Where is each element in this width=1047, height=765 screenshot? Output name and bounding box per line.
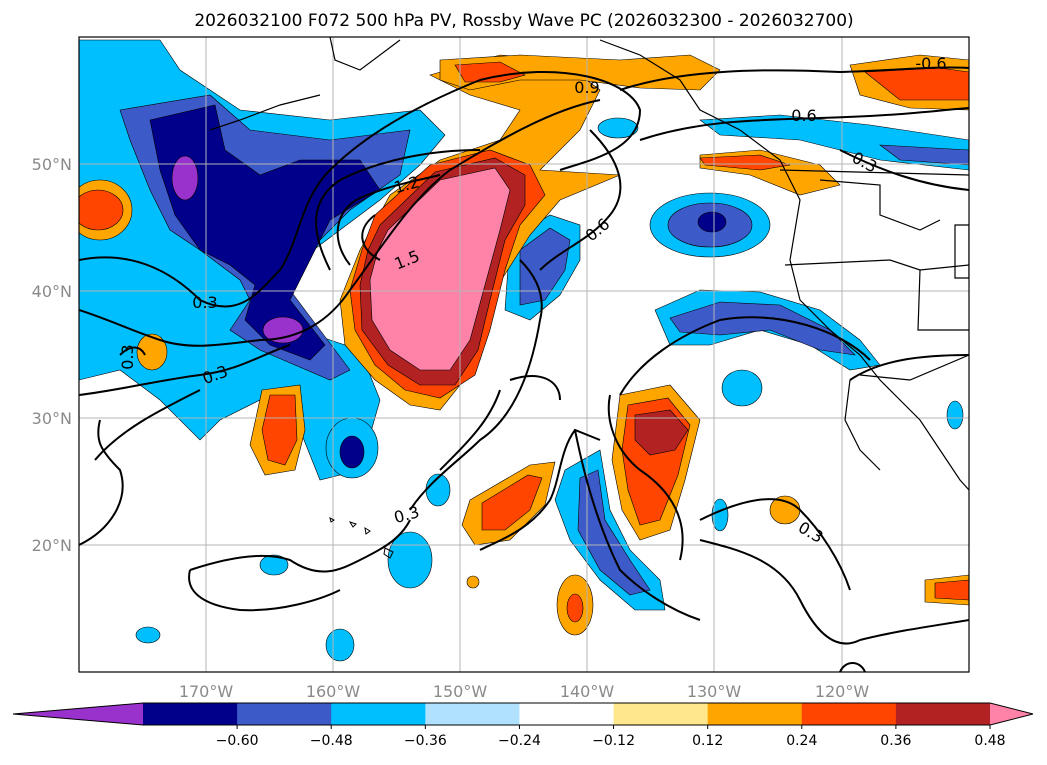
negative-anomaly-small-c bbox=[387, 531, 433, 589]
negative-anomaly-small-a-core bbox=[339, 435, 365, 469]
lon-tick-label: 150°W bbox=[433, 682, 488, 701]
colorbar-segment bbox=[519, 703, 615, 725]
positive-anomaly-east-core bbox=[634, 409, 689, 456]
positive-anomaly-small-a bbox=[136, 333, 168, 371]
negative-anomaly-ne-strong bbox=[697, 211, 727, 233]
colorbar-tick-label: −0.24 bbox=[498, 733, 541, 749]
colorbar-segment bbox=[801, 703, 897, 725]
lon-tick-label: 170°W bbox=[179, 682, 234, 701]
colorbar-extension-min bbox=[13, 703, 143, 725]
map-frame bbox=[78, 36, 970, 673]
colorbar-tick-label: −0.48 bbox=[310, 733, 353, 749]
colorbar: −0.60 −0.48 −0.36 −0.24 −0.12 0.12 0.24 0.36 0.4… bbox=[12, 702, 1034, 749]
positive-anomaly-mid-core bbox=[481, 474, 543, 531]
colorbar-segment bbox=[707, 703, 803, 725]
negative-anomaly-small-b bbox=[721, 369, 763, 407]
lon-tick-label: 160°W bbox=[306, 682, 361, 701]
positive-anomaly-west-core bbox=[79, 189, 124, 231]
chart-title: 2026032100 F072 500 hPa PV, Rossby Wave … bbox=[194, 11, 853, 31]
colorbar-extension-max bbox=[990, 703, 1033, 725]
lat-tick-label: 50°N bbox=[32, 155, 72, 174]
hawaii-islands bbox=[329, 517, 394, 559]
lat-tick-label: 20°N bbox=[32, 536, 72, 555]
map-panel: 0.9 0.6 -0.6 0.3 1.2 1.5 0.6 0.3 0.3 0.3… bbox=[78, 36, 970, 673]
lat-axis-labels: 50°N 40°N 30°N 20°N bbox=[32, 155, 72, 555]
colorbar-tick-label: 0.24 bbox=[786, 733, 817, 749]
contour-label: 0.9 bbox=[574, 78, 599, 97]
negative-anomaly-small-g bbox=[259, 554, 289, 576]
colorbar-tick-label: 0.36 bbox=[880, 733, 911, 749]
negative-anomaly-small-h bbox=[597, 117, 639, 139]
colorbar-tick-label: −0.36 bbox=[404, 733, 447, 749]
colorbar-segment bbox=[613, 703, 709, 725]
negative-anomaly-small-i bbox=[946, 400, 964, 430]
positive-anomaly-north-core bbox=[454, 61, 526, 83]
positive-anomaly-sw-core bbox=[261, 394, 298, 466]
colorbar-segment bbox=[425, 703, 520, 725]
lat-tick-label: 30°N bbox=[32, 409, 72, 428]
contour-label: 0.6 bbox=[791, 106, 816, 125]
lon-tick-label: 140°W bbox=[560, 682, 615, 701]
graticule bbox=[79, 37, 969, 672]
lat-tick-label: 40°N bbox=[32, 282, 72, 301]
colorbar-tick-label: −0.12 bbox=[592, 733, 635, 749]
negative-anomaly-east-band-core bbox=[669, 301, 856, 356]
positive-anomaly-small-d bbox=[466, 575, 480, 589]
contour-label: 0.3 bbox=[118, 344, 137, 369]
colorbar-segment bbox=[143, 703, 238, 725]
lon-tick-label: 120°W bbox=[815, 682, 870, 701]
contour-label: -0.6 bbox=[915, 54, 946, 73]
negative-anomaly-purple-1 bbox=[171, 155, 199, 201]
lon-axis-labels: 170°W 160°W 150°W 140°W 130°W 120°W bbox=[179, 682, 870, 701]
negative-anomaly-nw-strong bbox=[149, 104, 381, 361]
colorbar-tick-label: −0.60 bbox=[216, 733, 259, 749]
coastlines bbox=[209, 37, 969, 491]
pv-anomaly-fills bbox=[79, 39, 969, 662]
lon-tick-label: 130°W bbox=[687, 682, 742, 701]
colorbar-outline bbox=[12, 702, 1034, 726]
colorbar-tick-label: 0.12 bbox=[692, 733, 723, 749]
contour-label: 0.3 bbox=[192, 293, 217, 312]
colorbar-segment bbox=[331, 703, 426, 725]
negative-anomaly-purple-2 bbox=[262, 316, 304, 344]
pv-contours bbox=[79, 66, 969, 672]
colorbar-tick-label: 0.48 bbox=[974, 733, 1005, 749]
positive-anomaly-se-core bbox=[934, 579, 969, 601]
colorbar-segment bbox=[895, 703, 991, 725]
negative-anomaly-small-e bbox=[135, 626, 161, 644]
colorbar-segment bbox=[237, 703, 332, 725]
negative-anomaly-small-f bbox=[325, 628, 355, 662]
negative-anomaly-far-ne-core bbox=[879, 144, 969, 166]
negative-anomaly-south-core bbox=[577, 469, 651, 596]
positive-anomaly-small-b-core bbox=[566, 593, 584, 623]
